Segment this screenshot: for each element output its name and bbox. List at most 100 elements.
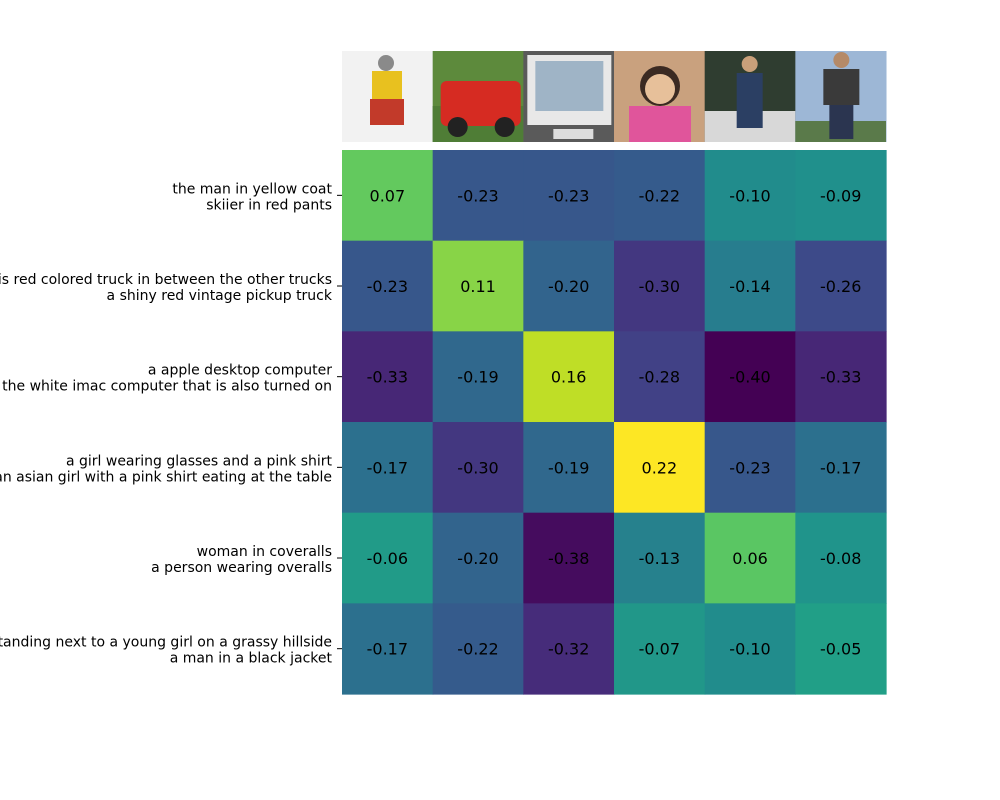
cell-value-label: 0.11 [460,277,496,296]
cell-value-label: 0.16 [551,368,587,387]
cell-value-label: -0.20 [457,549,498,568]
row-label-line: an asian girl with a pink shirt eating a… [0,469,332,485]
heatmap-cell [432,603,524,695]
thumbnail-shape [736,73,763,128]
cell-value-label: -0.17 [367,640,408,659]
heatmap-cell [523,512,615,604]
heatmap-cell [342,512,434,604]
overalls-icon [704,51,796,142]
heatmap-cell [795,422,887,514]
row-label-line: skiier in red pants [206,197,332,213]
heatmap-cell [795,150,887,242]
cell-value-label: -0.17 [820,458,861,477]
heatmap-cell [795,240,887,332]
computer-icon [523,51,615,142]
heatmap-cell [432,331,524,423]
heatmap-cell [704,240,796,332]
heatmap-cell [432,150,524,242]
cell-value-label: -0.30 [639,277,680,296]
cell-value-label: -0.28 [639,368,680,387]
cell-value-label: -0.10 [729,640,770,659]
heatmap-cell [795,603,887,695]
heatmap-cell [795,331,887,423]
cell-value-label: -0.07 [639,640,680,659]
heatmap-cell [432,240,524,332]
cell-value-label: -0.20 [548,277,589,296]
thumbnail-shape [553,129,594,139]
heatmap-cell [704,150,796,242]
heatmap-cell [704,422,796,514]
cell-value-label: -0.14 [729,277,770,296]
thumbnail-shape [741,56,758,72]
cell-value-label: -0.05 [820,640,861,659]
cell-value-label: -0.17 [367,458,408,477]
cell-value-label: -0.13 [639,549,680,568]
cell-value-label: 0.06 [732,549,768,568]
cell-value-label: -0.23 [367,277,408,296]
heatmap-cell [432,512,524,604]
thumbnail-shape [372,71,402,99]
cell-value-label: -0.10 [729,186,770,205]
cell-value-label: -0.30 [457,458,498,477]
thumbnail-shape [535,61,604,111]
cell-value-label: -0.33 [820,368,861,387]
heatmap-cell [614,603,706,695]
thumbnail-shape [494,117,515,137]
cell-value-label: -0.22 [457,640,498,659]
heatmap-cell [614,240,706,332]
heatmap-cell [614,512,706,604]
heatmap-cell [704,512,796,604]
row-label-line: this is red colored truck in between the… [0,272,332,288]
heatmap-cell [342,603,434,695]
girl-icon [614,51,706,142]
cell-value-label: -0.32 [548,640,589,659]
cell-value-label: -0.40 [729,368,770,387]
heatmap-cell [523,422,615,514]
cell-value-label: 0.22 [642,458,678,477]
row-label-line: a person wearing overalls [151,560,332,576]
heatmap-cell [704,331,796,423]
row-label-line: a girl wearing glasses and a pink shirt [66,453,333,469]
heatmap-cells: 0.07 -0.23 -0.23 -0.22 -0.10 -0.09 -0.23 0.11 -0… [342,150,887,695]
cell-value-label: -0.06 [367,549,408,568]
heatmap-cell [614,150,706,242]
thumbnail-shape [823,69,860,105]
truck-icon [432,51,524,142]
cell-value-label: -0.09 [820,186,861,205]
heatmap-cell [523,331,615,423]
cell-value-label: -0.23 [457,186,498,205]
heatmap-cell [614,422,706,514]
thumbnail-shape [829,105,854,139]
thumbnail-shape [378,55,394,71]
row-label-line: a man in a black jacket [170,651,333,667]
skier-icon [342,51,434,142]
heatmap-cell [342,150,434,242]
heatmap-cell [614,331,706,423]
cell-value-label: 0.07 [370,186,406,205]
cell-value-label: -0.08 [820,549,861,568]
row-label-line: a apple desktop computer [148,363,332,379]
thumbnail-shape [370,99,404,125]
heatmap-cell [523,150,615,242]
thumbnail-shape [440,81,521,126]
cell-value-label: -0.23 [548,186,589,205]
jacket-icon [795,51,887,142]
heatmap-cell [523,603,615,695]
thumbnail-shape [629,106,692,142]
heatmap-cell [704,603,796,695]
heatmap-cell [795,512,887,604]
thumbnail-shape [833,52,850,68]
row-label-line: the man in yellow coat [172,181,332,197]
thumbnail-shape [645,74,676,104]
cell-value-label: -0.19 [457,368,498,387]
cell-value-label: -0.19 [548,458,589,477]
cell-value-label: -0.38 [548,549,589,568]
cell-value-label: -0.22 [639,186,680,205]
cell-value-label: -0.33 [367,368,408,387]
heatmap-cell [342,422,434,514]
thumbnail-shape [447,117,468,137]
